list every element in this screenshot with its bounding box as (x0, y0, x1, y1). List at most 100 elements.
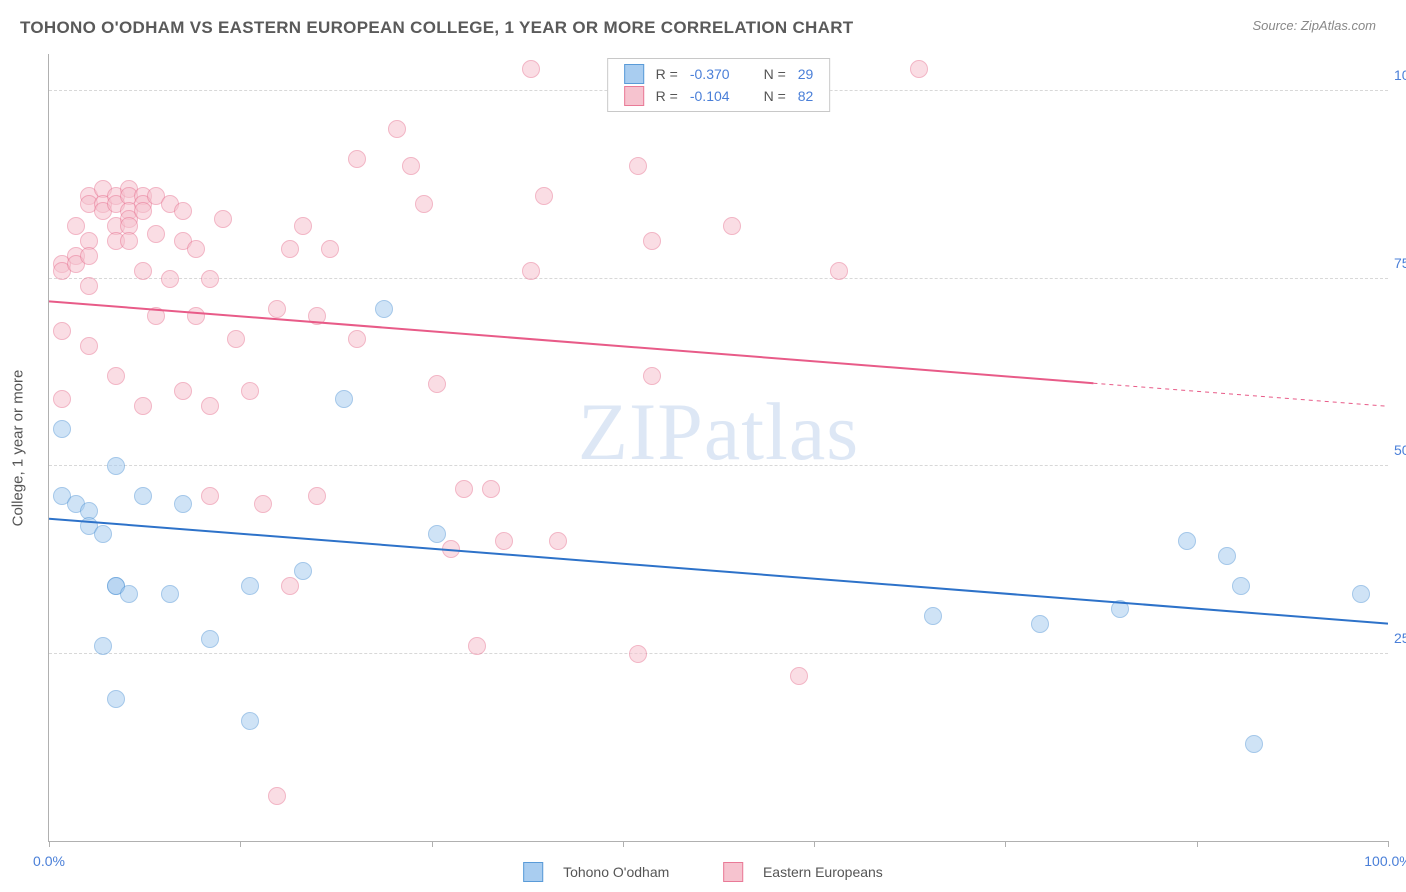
data-point (1352, 585, 1370, 603)
legend-row-series-b: R = -0.104 N = 82 (618, 85, 820, 107)
data-point (201, 487, 219, 505)
data-point (134, 202, 152, 220)
data-point (94, 637, 112, 655)
data-point (174, 382, 192, 400)
data-point (348, 150, 366, 168)
legend-row-series-a: R = -0.370 N = 29 (618, 63, 820, 85)
data-point (1232, 577, 1250, 595)
x-tick (1197, 841, 1198, 847)
data-point (522, 60, 540, 78)
x-tick (1005, 841, 1006, 847)
data-point (415, 195, 433, 213)
correlation-legend: R = -0.370 N = 29 R = -0.104 N = 82 (607, 58, 831, 112)
x-tick-label: 100.0% (1364, 853, 1406, 869)
data-point (80, 337, 98, 355)
legend-swatch-bottom-b (723, 862, 743, 882)
chart-area: College, 1 year or more ZIPatlas R = -0.… (48, 54, 1388, 842)
data-point (335, 390, 353, 408)
data-point (53, 322, 71, 340)
data-point (790, 667, 808, 685)
data-point (281, 240, 299, 258)
data-point (402, 157, 420, 175)
data-point (388, 120, 406, 138)
series-legend: Tohono O'odham Eastern Europeans (515, 862, 891, 882)
data-point (321, 240, 339, 258)
y-axis-label: College, 1 year or more (10, 370, 27, 527)
data-point (308, 487, 326, 505)
data-point (67, 217, 85, 235)
data-point (428, 375, 446, 393)
data-point (549, 532, 567, 550)
r-value-b: -0.104 (684, 85, 736, 107)
data-point (187, 240, 205, 258)
data-point (120, 585, 138, 603)
data-point (107, 457, 125, 475)
x-tick (240, 841, 241, 847)
n-value-a: 29 (792, 63, 820, 85)
x-tick (49, 841, 50, 847)
data-point (495, 532, 513, 550)
legend-label-b: Eastern Europeans (763, 864, 883, 880)
data-point (134, 397, 152, 415)
y-tick-label: 75.0% (1394, 255, 1406, 271)
data-point (522, 262, 540, 280)
n-value-b: 82 (792, 85, 820, 107)
data-point (924, 607, 942, 625)
x-tick (1388, 841, 1389, 847)
data-point (1218, 547, 1236, 565)
data-point (482, 480, 500, 498)
y-tick-label: 25.0% (1394, 630, 1406, 646)
data-point (53, 420, 71, 438)
data-point (161, 270, 179, 288)
data-point (201, 270, 219, 288)
data-point (643, 367, 661, 385)
data-point (643, 232, 661, 250)
data-point (107, 367, 125, 385)
r-value-a: -0.370 (684, 63, 736, 85)
data-point (723, 217, 741, 235)
data-point (241, 577, 259, 595)
data-point (308, 307, 326, 325)
data-point (455, 480, 473, 498)
x-tick-label: 0.0% (33, 853, 65, 869)
plot-region: ZIPatlas R = -0.370 N = 29 R = -0.104 N … (48, 54, 1388, 842)
data-point (442, 540, 460, 558)
gridline (49, 653, 1388, 654)
data-point (201, 397, 219, 415)
legend-label-a: Tohono O'odham (563, 864, 669, 880)
x-tick (814, 841, 815, 847)
y-tick-label: 50.0% (1394, 442, 1406, 458)
legend-swatch-bottom-a (523, 862, 543, 882)
data-point (80, 247, 98, 265)
data-point (910, 60, 928, 78)
data-point (187, 307, 205, 325)
gridline (49, 465, 1388, 466)
data-point (268, 787, 286, 805)
data-point (227, 330, 245, 348)
data-point (294, 562, 312, 580)
data-point (268, 300, 286, 318)
data-point (80, 277, 98, 295)
data-point (1245, 735, 1263, 753)
data-point (53, 390, 71, 408)
source-label: Source: ZipAtlas.com (1252, 18, 1376, 33)
data-point (241, 382, 259, 400)
data-point (348, 330, 366, 348)
data-point (830, 262, 848, 280)
data-point (107, 690, 125, 708)
data-point (1031, 615, 1049, 633)
data-point (147, 307, 165, 325)
data-point (1178, 532, 1196, 550)
data-point (535, 187, 553, 205)
chart-title: TOHONO O'ODHAM VS EASTERN EUROPEAN COLLE… (20, 18, 853, 37)
data-point (134, 487, 152, 505)
data-point (161, 585, 179, 603)
legend-swatch-a (624, 64, 644, 84)
data-point (147, 225, 165, 243)
data-point (428, 525, 446, 543)
data-point (94, 525, 112, 543)
data-point (375, 300, 393, 318)
data-point (294, 217, 312, 235)
data-point (281, 577, 299, 595)
data-point (120, 232, 138, 250)
